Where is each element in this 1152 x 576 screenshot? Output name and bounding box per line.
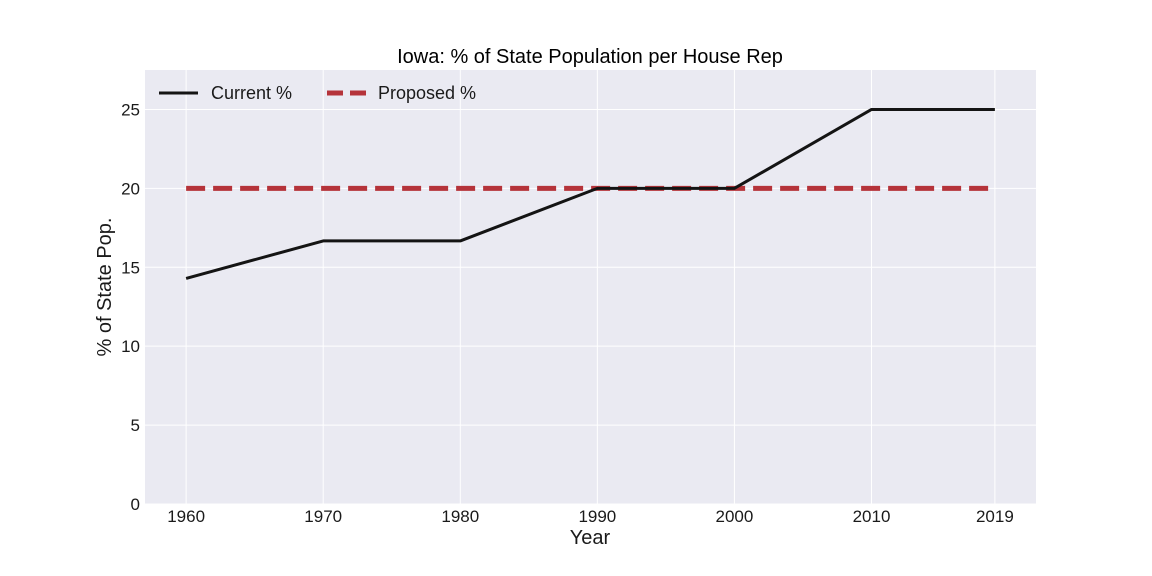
- x-tick-label: 2010: [853, 507, 891, 526]
- x-tick-label: 2019: [976, 507, 1014, 526]
- legend-label-proposed: Proposed %: [378, 83, 476, 103]
- chart-title: Iowa: % of State Population per House Re…: [397, 46, 783, 68]
- y-tick-label: 25: [121, 100, 140, 119]
- y-axis-label: % of State Pop.: [94, 218, 116, 357]
- x-tick-label: 1990: [578, 507, 616, 526]
- y-tick-label: 0: [131, 495, 140, 514]
- x-axis-label: Year: [570, 527, 611, 549]
- y-axis-ticks: 0 5 10 15 20 25: [121, 100, 140, 514]
- x-tick-label: 1980: [441, 507, 479, 526]
- y-tick-label: 10: [121, 337, 140, 356]
- plot-area: [145, 70, 1036, 504]
- x-tick-label: 1960: [167, 507, 205, 526]
- x-tick-label: 1970: [304, 507, 342, 526]
- legend-label-current: Current %: [211, 83, 292, 103]
- x-tick-label: 2000: [716, 507, 754, 526]
- x-axis-ticks: 1960 1970 1980 1990 2000 2010 2019: [167, 507, 1014, 526]
- y-tick-label: 15: [121, 258, 140, 277]
- y-tick-label: 5: [131, 416, 140, 435]
- y-tick-label: 20: [121, 179, 140, 198]
